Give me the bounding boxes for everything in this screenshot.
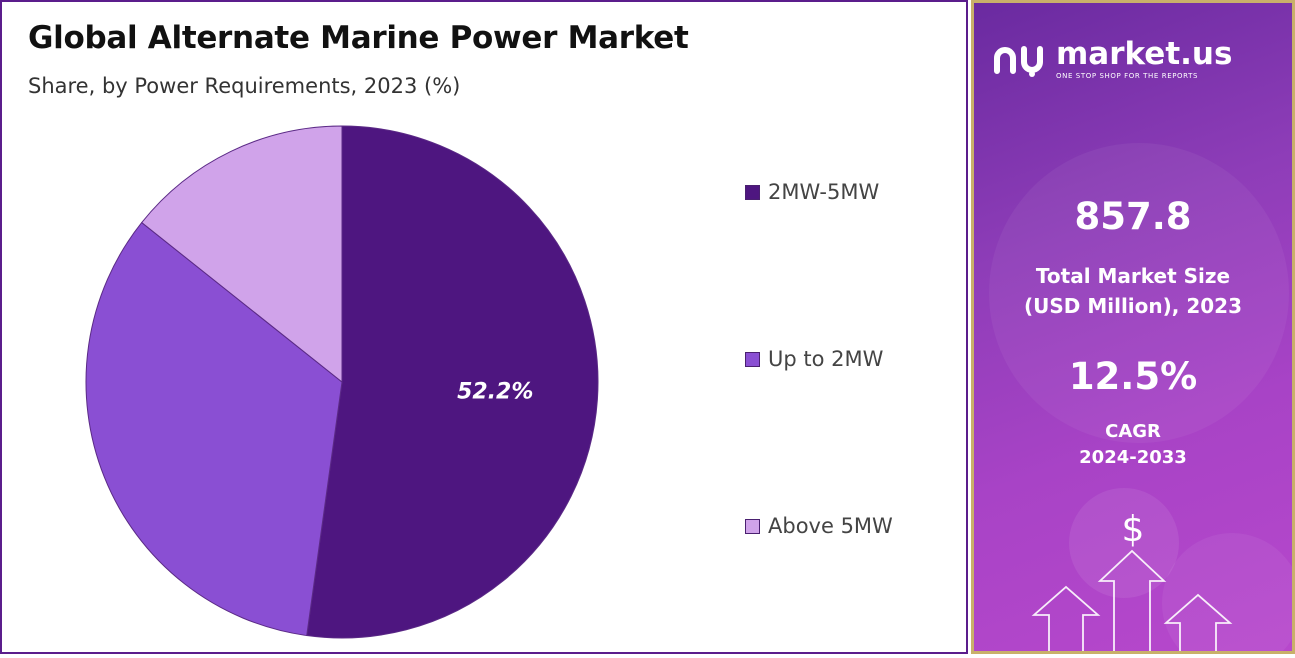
brand-name: market.us: [1056, 36, 1233, 72]
background-decoration: [989, 143, 1292, 651]
legend-swatch-2mw-5mw: [745, 184, 760, 200]
chart-title: Global Alternate Marine Power Market: [28, 20, 689, 56]
legend-swatch-up-to-2mw: [745, 351, 760, 367]
pie-chart: 52.2%: [85, 125, 599, 639]
legend-item-above-5mw: Above 5MW: [745, 514, 893, 538]
cagr-value: 12.5%: [1068, 355, 1198, 398]
legend-label-2mw-5mw: 2MW-5MW: [768, 180, 880, 204]
chart-subtitle: Share, by Power Requirements, 2023 (%): [28, 74, 461, 98]
legend-item-up-to-2mw: Up to 2MW: [745, 347, 883, 371]
brand-logo: market.us ONE STOP SHOP FOR THE REPORTS: [992, 39, 1232, 80]
market-us-logo-icon: [994, 45, 1043, 77]
pie-slice-above-5mw: [141, 125, 343, 384]
pie-slice-up-to-2mw: [85, 221, 343, 637]
legend-swatch-above-5mw: [745, 518, 760, 534]
growth-arrows-icon: [1031, 549, 1233, 651]
dollar-icon: $: [1121, 509, 1145, 550]
cagr-label: CAGR: [1105, 421, 1161, 442]
legend-label-above-5mw: Above 5MW: [768, 514, 893, 538]
data-label-2mw-5mw: 52.2%: [457, 380, 533, 405]
legend-label-up-to-2mw: Up to 2MW: [768, 347, 884, 371]
pie-slice-2mw-5mw: [306, 125, 599, 639]
market-size-label-line1: Total Market Size: [1035, 264, 1231, 288]
legend-item-2mw-5mw: 2MW-5MW: [745, 180, 879, 204]
brand-tagline: ONE STOP SHOP FOR THE REPORTS: [1056, 72, 1199, 80]
summary-panel: market.us ONE STOP SHOP FOR THE REPORTS …: [971, 0, 1295, 654]
cagr-period: 2024-2033: [1079, 447, 1187, 468]
market-size-value: 857.8: [1074, 195, 1192, 238]
market-size-label-line2: (USD Million), 2023: [1023, 294, 1243, 318]
chart-panel: Global Alternate Marine Power Market Sha…: [0, 0, 968, 654]
